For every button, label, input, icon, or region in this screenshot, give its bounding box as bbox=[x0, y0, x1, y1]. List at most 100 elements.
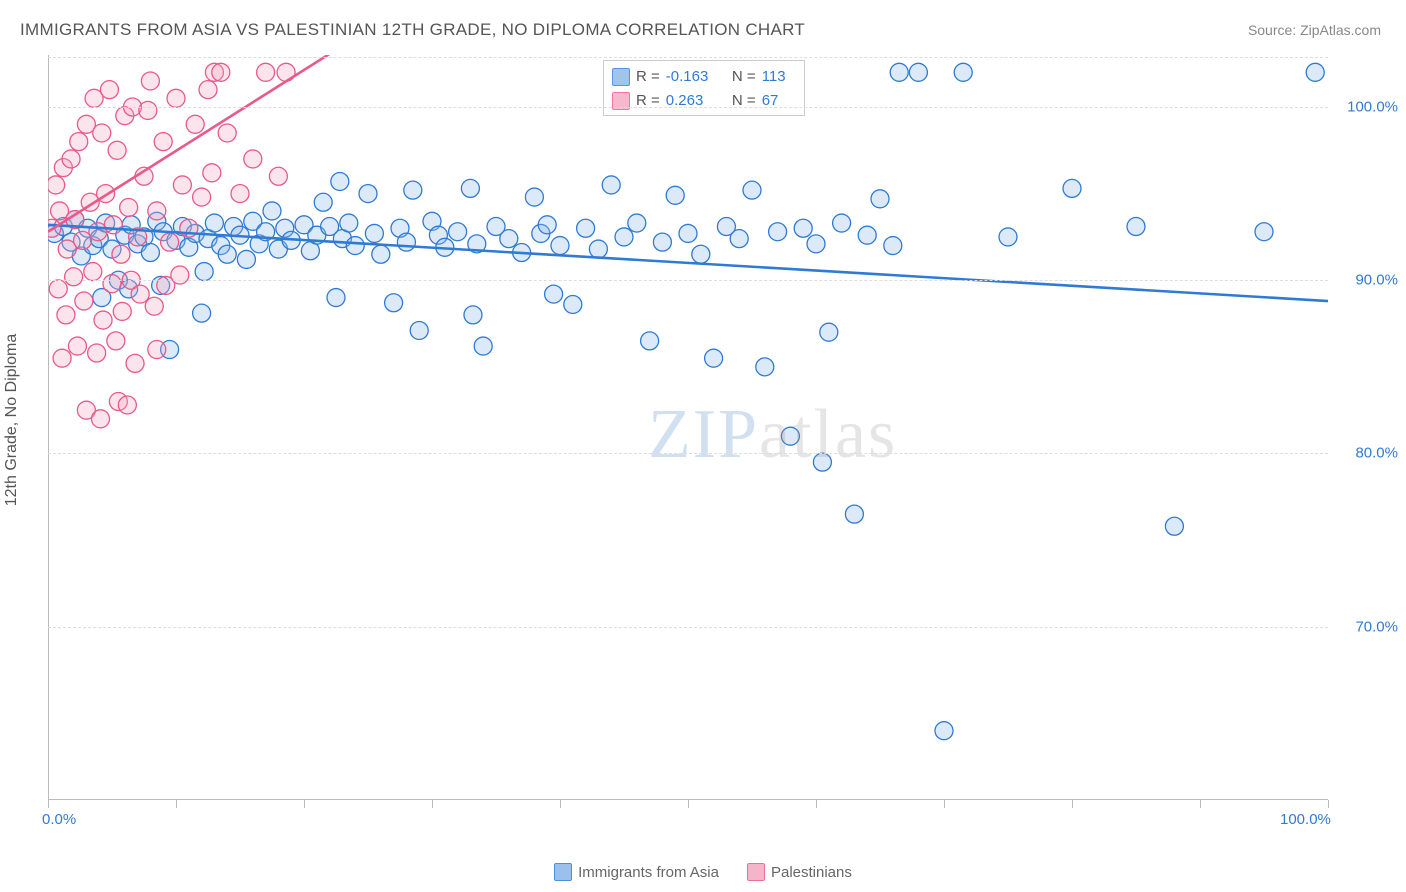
data-point-palestinians bbox=[131, 285, 149, 303]
x-tick bbox=[176, 800, 177, 808]
legend-stats-row: R = 0.263 N = 67 bbox=[612, 89, 796, 113]
y-tick-label: 90.0% bbox=[1338, 272, 1398, 289]
data-point-asia bbox=[692, 245, 710, 263]
data-point-palestinians bbox=[154, 133, 172, 151]
data-point-asia bbox=[404, 181, 422, 199]
data-point-palestinians bbox=[145, 297, 163, 315]
data-point-asia bbox=[564, 295, 582, 313]
data-point-palestinians bbox=[57, 306, 75, 324]
data-point-asia bbox=[813, 453, 831, 471]
data-point-palestinians bbox=[212, 63, 230, 81]
legend-r-value: -0.163 bbox=[666, 65, 722, 89]
data-point-palestinians bbox=[91, 410, 109, 428]
data-point-asia bbox=[833, 214, 851, 232]
data-point-palestinians bbox=[120, 198, 138, 216]
legend-n-label: N = bbox=[728, 89, 756, 113]
data-point-asia bbox=[346, 237, 364, 255]
data-point-palestinians bbox=[103, 275, 121, 293]
data-point-palestinians bbox=[84, 263, 102, 281]
data-point-asia bbox=[615, 228, 633, 246]
data-point-palestinians bbox=[48, 176, 65, 194]
data-point-palestinians bbox=[104, 216, 122, 234]
y-tick-label: 100.0% bbox=[1338, 98, 1398, 115]
grid-line-h bbox=[48, 280, 1328, 281]
data-point-asia bbox=[820, 323, 838, 341]
data-point-asia bbox=[195, 263, 213, 281]
data-point-asia bbox=[705, 349, 723, 367]
data-point-asia bbox=[263, 202, 281, 220]
legend-swatch-palestinians bbox=[747, 863, 765, 881]
chart-title: IMMIGRANTS FROM ASIA VS PALESTINIAN 12TH… bbox=[20, 20, 805, 40]
data-point-asia bbox=[1127, 218, 1145, 236]
data-point-asia bbox=[858, 226, 876, 244]
data-point-palestinians bbox=[173, 176, 191, 194]
data-point-asia bbox=[743, 181, 761, 199]
data-point-asia bbox=[237, 250, 255, 268]
x-tick bbox=[688, 800, 689, 808]
data-point-asia bbox=[218, 245, 236, 263]
data-point-palestinians bbox=[94, 311, 112, 329]
data-point-palestinians bbox=[53, 349, 71, 367]
data-point-asia bbox=[410, 321, 428, 339]
data-point-palestinians bbox=[244, 150, 262, 168]
data-point-asia bbox=[577, 219, 595, 237]
data-point-asia bbox=[807, 235, 825, 253]
y-axis-label: 12th Grade, No Diploma bbox=[3, 334, 21, 507]
x-tick bbox=[432, 800, 433, 808]
data-point-palestinians bbox=[141, 72, 159, 90]
legend-item-asia: Immigrants from Asia bbox=[554, 864, 719, 882]
legend-r-value: 0.263 bbox=[666, 89, 722, 113]
data-point-palestinians bbox=[148, 341, 166, 359]
data-point-palestinians bbox=[203, 164, 221, 182]
y-tick-label: 80.0% bbox=[1338, 445, 1398, 462]
data-point-palestinians bbox=[171, 266, 189, 284]
data-point-palestinians bbox=[112, 245, 130, 263]
grid-line-h bbox=[48, 57, 1328, 58]
x-axis-min-label: 0.0% bbox=[42, 811, 76, 828]
x-tick bbox=[1072, 800, 1073, 808]
data-point-palestinians bbox=[161, 233, 179, 251]
data-point-palestinians bbox=[49, 280, 67, 298]
data-point-asia bbox=[551, 237, 569, 255]
data-point-asia bbox=[769, 223, 787, 241]
x-tick bbox=[1328, 800, 1329, 808]
data-point-asia bbox=[756, 358, 774, 376]
data-point-palestinians bbox=[65, 268, 83, 286]
data-point-asia bbox=[385, 294, 403, 312]
x-tick bbox=[1200, 800, 1201, 808]
data-point-asia bbox=[653, 233, 671, 251]
data-point-palestinians bbox=[218, 124, 236, 142]
data-point-palestinians bbox=[107, 332, 125, 350]
data-point-palestinians bbox=[62, 150, 80, 168]
data-point-asia bbox=[730, 230, 748, 248]
data-point-palestinians bbox=[113, 302, 131, 320]
data-point-asia bbox=[1306, 63, 1324, 81]
legend-label-palestinians: Palestinians bbox=[771, 864, 852, 881]
legend-swatch-asia bbox=[612, 68, 630, 86]
data-point-asia bbox=[365, 224, 383, 242]
data-point-asia bbox=[666, 186, 684, 204]
legend-r-label: R = bbox=[636, 65, 660, 89]
data-point-palestinians bbox=[93, 124, 111, 142]
source-attribution: Source: ZipAtlas.com bbox=[1248, 22, 1381, 38]
data-point-palestinians bbox=[70, 133, 88, 151]
chart-svg bbox=[48, 55, 1328, 800]
data-point-asia bbox=[781, 427, 799, 445]
data-point-asia bbox=[909, 63, 927, 81]
legend-series: Immigrants from Asia Palestinians bbox=[0, 864, 1406, 882]
legend-label-asia: Immigrants from Asia bbox=[578, 864, 719, 881]
data-point-asia bbox=[1255, 223, 1273, 241]
data-point-asia bbox=[954, 63, 972, 81]
data-point-asia bbox=[884, 237, 902, 255]
data-point-palestinians bbox=[167, 89, 185, 107]
data-point-palestinians bbox=[199, 81, 217, 99]
data-point-asia bbox=[500, 230, 518, 248]
data-point-palestinians bbox=[75, 292, 93, 310]
data-point-asia bbox=[449, 223, 467, 241]
data-point-asia bbox=[794, 219, 812, 237]
data-point-palestinians bbox=[108, 141, 126, 159]
data-point-asia bbox=[935, 722, 953, 740]
legend-n-value: 113 bbox=[762, 65, 796, 89]
data-point-asia bbox=[205, 214, 223, 232]
data-point-asia bbox=[679, 224, 697, 242]
